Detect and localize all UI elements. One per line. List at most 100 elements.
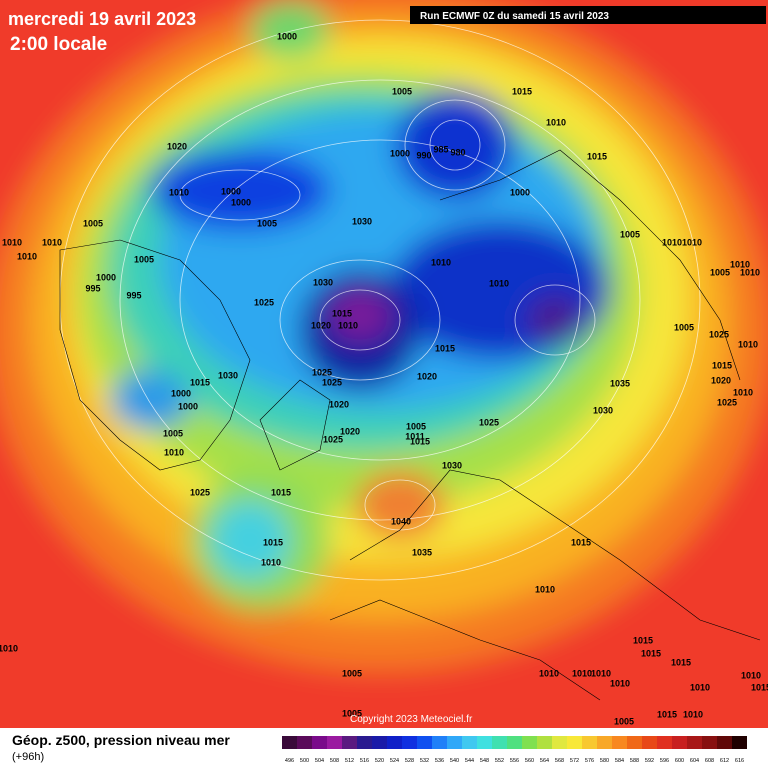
isobar-label: 1030	[313, 277, 333, 287]
isobar-label: 995	[126, 290, 141, 300]
isobar-label: 1025	[323, 434, 343, 444]
isobar-label: 1020	[340, 426, 360, 436]
isobar-label: 1010	[2, 237, 22, 247]
legend-label: 604	[690, 758, 699, 764]
isobar-label: 1005	[257, 218, 277, 228]
isobar-label: 1010	[261, 557, 281, 567]
legend-label: 584	[615, 758, 624, 764]
isobar-label: 1010	[164, 447, 184, 457]
isobar-label: 1010	[0, 643, 18, 653]
color-legend: 496 500 504 508 512 516 520 524 528 532 536 540 544 5…	[282, 736, 747, 764]
isobar-label: 1010	[169, 187, 189, 197]
isobar-label: 1015	[641, 648, 661, 658]
legend-label: 608	[705, 758, 714, 764]
legend-swatch	[657, 736, 672, 749]
copyright: Copyright 2023 Meteociel.fr	[350, 714, 473, 725]
run-label: Run ECMWF 0Z du samedi 15 avril 2023	[420, 11, 609, 22]
legend-label: 580	[600, 758, 609, 764]
isobar-label: 1005	[406, 421, 426, 431]
coastlines	[59, 149, 761, 701]
isobar-label: 1020	[167, 141, 187, 151]
legend-swatch	[462, 736, 477, 749]
isobar-label: 1025	[312, 367, 332, 377]
isobar-label: 1015	[190, 377, 210, 387]
legend-label: 560	[525, 758, 534, 764]
isobar-label: 1000	[231, 197, 251, 207]
legend-label: 592	[645, 758, 654, 764]
legend-swatch	[477, 736, 492, 749]
legend-label: 500	[300, 758, 309, 764]
isobar-label: 1030	[218, 370, 238, 380]
legend-label: 568	[555, 758, 564, 764]
isobar-label: 1010	[546, 117, 566, 127]
legend-swatch	[612, 736, 627, 749]
isobar-label: 1015	[587, 151, 607, 161]
isobar-label: 1010	[431, 257, 451, 267]
legend-swatch	[567, 736, 582, 749]
isobar-label: 1010	[42, 237, 62, 247]
isobar-label: 1010	[535, 584, 555, 594]
isobar-label: 1010	[539, 668, 559, 678]
legend-swatch	[432, 736, 447, 749]
isobar-label: 1015	[571, 537, 591, 547]
isobar-label: 1020	[711, 375, 731, 385]
isobar-label: 1030	[442, 460, 462, 470]
isobar-label: 1010	[741, 670, 761, 680]
isobar-label: 1005	[134, 254, 154, 264]
legend-label: 616	[735, 758, 744, 764]
isobar-label: 1005	[392, 86, 412, 96]
isobar-label: 1015	[633, 635, 653, 645]
isobar-label: 1000	[510, 187, 530, 197]
legend-label: 612	[720, 758, 729, 764]
legend-swatch	[552, 736, 567, 749]
isobar-label: 1015	[671, 657, 691, 667]
legend-label: 596	[660, 758, 669, 764]
isobar-label: 1025	[254, 297, 274, 307]
isobar-label: 1005	[710, 267, 730, 277]
isobar-label: 1000	[96, 272, 116, 282]
legend-swatch	[597, 736, 612, 749]
legend-swatch	[732, 736, 747, 749]
legend-swatch	[402, 736, 417, 749]
isobar-label: 1020	[417, 371, 437, 381]
isobar-label: 1000	[277, 31, 297, 41]
legend-label: 504	[315, 758, 324, 764]
isobar-label: 1010	[730, 259, 750, 269]
legend-swatch	[312, 736, 327, 749]
isobar-label: 1005	[342, 708, 362, 718]
legend-label: 588	[630, 758, 639, 764]
isobar-label: 1010	[489, 278, 509, 288]
isobar-label: 1010	[662, 237, 682, 247]
isobar-label: 1005	[342, 668, 362, 678]
legend-swatch	[447, 736, 462, 749]
isobar-label: 1010	[740, 267, 760, 277]
isobar-label: 1015	[512, 86, 532, 96]
legend-swatch	[492, 736, 507, 749]
legend-swatch	[702, 736, 717, 749]
footer-subtitle: (+96h)	[12, 751, 44, 763]
legend-swatch	[627, 736, 642, 749]
legend-swatch	[387, 736, 402, 749]
map-title: mercredi 19 avril 2023	[8, 9, 196, 29]
isobar-label: 1015	[271, 487, 291, 497]
isobar-label: 1010	[591, 668, 611, 678]
isobar-label: 1010	[338, 320, 358, 330]
isobar-label: 980	[450, 147, 465, 157]
legend-swatch	[717, 736, 732, 749]
isobar-label: 1010	[738, 339, 758, 349]
isobar-label: 1010	[610, 678, 630, 688]
legend-swatch	[297, 736, 312, 749]
legend-label: 520	[375, 758, 384, 764]
legend-label: 516	[360, 758, 369, 764]
footer-title: Géop. z500, pression niveau mer	[12, 732, 230, 748]
isobar-label: 1010	[572, 668, 592, 678]
legend-swatch	[687, 736, 702, 749]
isobar-label: 1005	[620, 229, 640, 239]
isobar-label: 1015	[435, 343, 455, 353]
legend-label: 524	[390, 758, 399, 764]
isobar-label: 1025	[709, 329, 729, 339]
legend-swatch	[372, 736, 387, 749]
legend-label: 512	[345, 758, 354, 764]
